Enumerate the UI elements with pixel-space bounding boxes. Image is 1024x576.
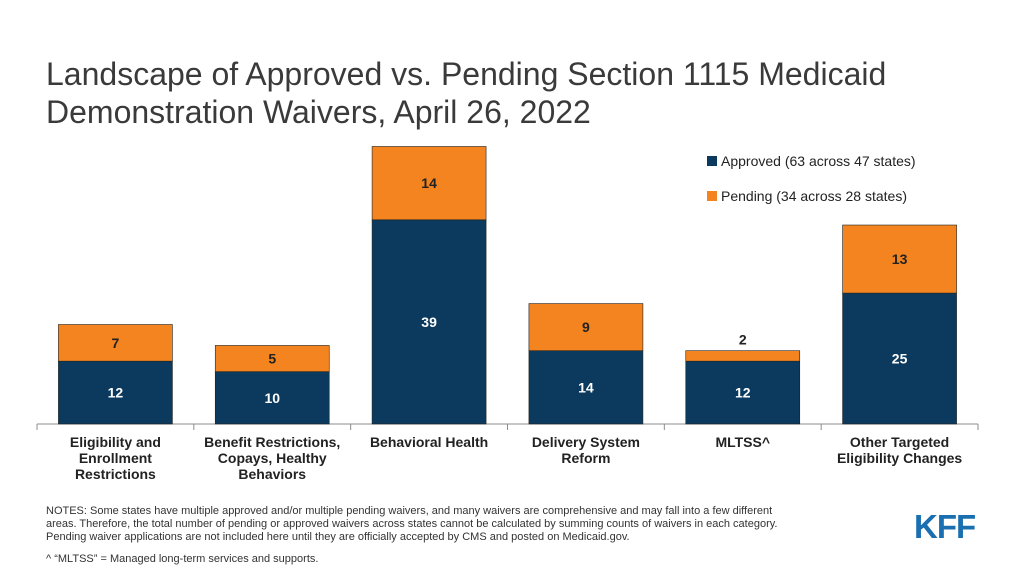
kff-logo: KFF	[914, 509, 976, 543]
data-label-approved: 12	[108, 385, 124, 401]
bar-approved	[842, 292, 957, 425]
data-label-pending: 7	[112, 335, 120, 351]
notes-line-2: areas. Therefore, the total number of pe…	[46, 518, 778, 530]
category-label: Delivery System Reform	[511, 434, 661, 466]
legend-swatch-pending	[707, 191, 717, 201]
category-label: MLTSS^	[668, 434, 818, 450]
chart-legend: Approved (63 across 47 states) Pending (…	[707, 152, 916, 222]
category-label-line: Behavioral Health	[369, 434, 489, 450]
category-label-line: Eligibility Changes	[836, 450, 963, 466]
category-label-line: Behaviors	[238, 466, 307, 482]
chart-title-line-1: Landscape of Approved vs. Pending Sectio…	[46, 56, 887, 92]
notes-line-3: Pending waiver applications are not incl…	[46, 531, 630, 543]
category-label: Eligibility and Enrollment Restrictions	[40, 434, 190, 482]
legend-label-pending: Pending (34 across 28 states)	[721, 188, 907, 204]
category-label-line: Reform	[561, 450, 611, 466]
legend-label-approved: Approved (63 across 47 states)	[721, 153, 916, 169]
data-label-approved: 10	[264, 390, 280, 406]
bar-pending	[58, 324, 173, 362]
data-label-approved: 14	[578, 379, 594, 395]
data-label-pending: 2	[739, 332, 747, 348]
category-label-line: Restrictions	[74, 466, 156, 482]
bar-approved	[214, 371, 330, 425]
data-label-pending: 14	[421, 175, 437, 191]
category-label-line: Eligibility and	[69, 434, 161, 450]
data-label-approved: 39	[421, 314, 437, 330]
data-label-approved: 25	[892, 351, 908, 367]
category-label: Behavioral Health	[354, 434, 504, 450]
legend-swatch-approved	[707, 156, 717, 166]
category-label-line: MLTSS^	[715, 434, 771, 450]
category-label-line: Other Targeted	[849, 434, 950, 450]
category-label: Other Targeted Eligibility Changes	[825, 434, 975, 466]
chart-notes: NOTES: Some states have multiple approve…	[46, 505, 906, 544]
category-label-line: Delivery System	[531, 434, 640, 450]
category-label-line: Enrollment	[78, 450, 152, 466]
chart-title-line-2: Demonstration Waivers, April 26, 2022	[46, 94, 591, 130]
legend-item-pending: Pending (34 across 28 states)	[707, 187, 916, 205]
bar-pending	[685, 350, 801, 362]
bar-approved	[685, 360, 801, 425]
bar-pending	[528, 303, 644, 351]
bar-pending	[371, 146, 487, 221]
bar-approved	[371, 219, 487, 425]
bar-approved	[58, 360, 173, 425]
footnote: ^ “MLTSS” = Managed long-term services a…	[46, 553, 319, 565]
data-label-pending: 9	[582, 319, 590, 335]
legend-item-approved: Approved (63 across 47 states)	[707, 152, 916, 170]
bar-pending	[842, 224, 957, 294]
category-label-line: Copays, Healthy	[217, 450, 327, 466]
kff-logo-text: KFF	[914, 509, 975, 543]
bar-approved	[528, 350, 644, 425]
data-label-approved: 12	[735, 385, 751, 401]
category-label: Benefit Restrictions, Copays, Healthy Beha…	[197, 434, 347, 482]
data-label-pending: 13	[892, 251, 908, 267]
chart-title: Landscape of Approved vs. Pending Sectio…	[46, 55, 986, 131]
notes-line-1: NOTES: Some states have multiple approve…	[46, 505, 773, 517]
data-label-pending: 5	[268, 351, 276, 367]
bar-pending	[214, 345, 330, 372]
category-label-line: Benefit Restrictions,	[204, 434, 341, 450]
